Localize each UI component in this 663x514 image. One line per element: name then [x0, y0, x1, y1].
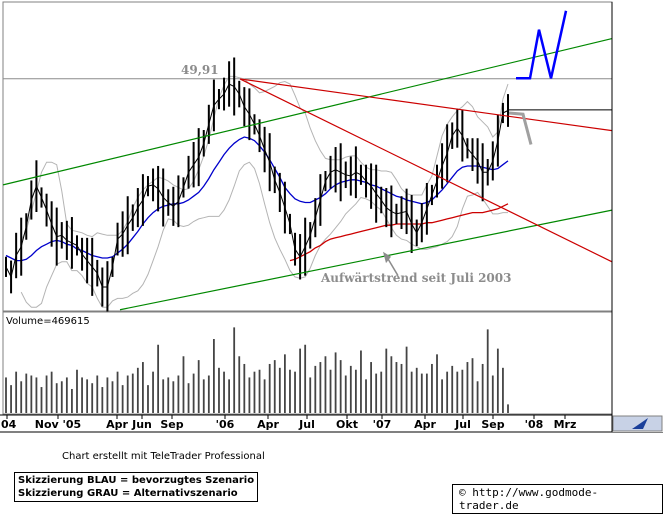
moving-average-short-line — [5, 136, 509, 262]
x-tick-label: '06 — [216, 418, 235, 431]
x-tick-label: Sep — [160, 418, 183, 431]
right-axis-background — [612, 2, 663, 432]
x-tick-label: Apr — [414, 418, 436, 431]
chart-credit: Chart erstellt mit TeleTrader Profession… — [62, 451, 265, 462]
chart-tool-button[interactable] — [612, 415, 663, 432]
x-tick-label: Nov '05 — [35, 418, 81, 431]
x-tick-label: Sep — [481, 418, 504, 431]
x-tick-label: '07 — [373, 418, 392, 431]
source-box: © http://www.godmode-trader.de — [452, 484, 663, 514]
legend-blue: Skizzierung BLAU = bevorzugtes Szenario — [18, 475, 255, 486]
price-panel: 55.0050.0045.0040.0035.0049,9147.45Aufwä… — [2, 1, 650, 313]
trend-channel-lower — [119, 209, 613, 311]
source-url[interactable]: http://www.godmode-trader.de — [459, 486, 599, 512]
volume-panel-frame — [2, 311, 613, 415]
copyright-icon: © — [459, 486, 466, 499]
annotation-arrow-head — [383, 251, 391, 264]
x-tick-label: Apr — [106, 418, 128, 431]
x-tick-label: Okt — [336, 418, 358, 431]
x-tick-label: Mrz — [554, 418, 577, 431]
high-marker-label: 49,91 — [181, 63, 219, 77]
x-tick-label: Jul — [454, 418, 471, 431]
price-panel-frame — [2, 1, 613, 312]
falling-trendline — [239, 78, 613, 263]
x-tick-label: Apr — [257, 418, 279, 431]
price-close-line — [5, 83, 509, 288]
resistance-trendline — [239, 78, 613, 132]
x-tick-label: Jun — [131, 418, 152, 431]
scenario-blue-sketch — [516, 10, 568, 80]
x-tick-label: Jul — [298, 418, 315, 431]
trend-annotation: Aufwärtstrend seit Juli 2003 — [320, 271, 511, 285]
bollinger-lower-line — [20, 161, 508, 308]
x-tick-label: '08 — [525, 418, 544, 431]
legend-grey: Skizzierung GRAU = Alternativszenario — [18, 488, 238, 499]
trend-tool-icon — [632, 418, 648, 429]
volume-panel: 40000002000000Volume=469615 — [2, 311, 660, 415]
scenario-grey-sketch — [508, 111, 533, 145]
scenario-legend: Skizzierung BLAU = bevorzugtes Szenario … — [14, 472, 259, 502]
volume-label: Volume=469615 — [6, 316, 90, 327]
x-tick-label: '04 — [0, 418, 17, 431]
moving-average-long-line — [289, 203, 509, 262]
x-axis-frame — [0, 415, 662, 432]
